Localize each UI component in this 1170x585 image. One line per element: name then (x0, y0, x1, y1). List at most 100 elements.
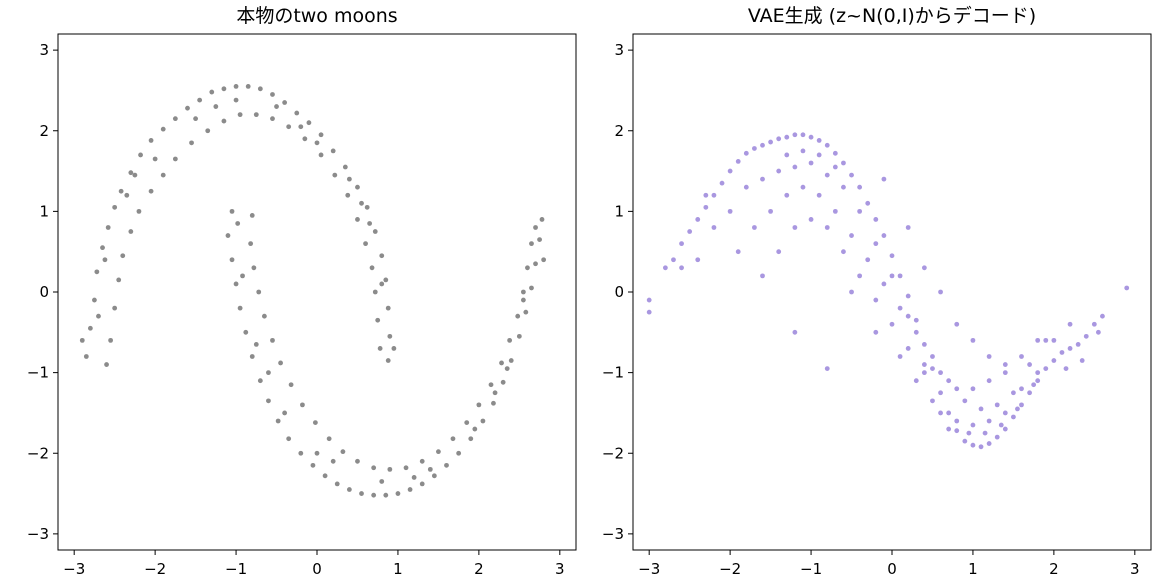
left-data-point (371, 465, 377, 471)
right-data-point (905, 346, 911, 351)
right-data-point (679, 241, 684, 247)
left-data-point (257, 86, 263, 92)
left-x-tick-label: −1 (225, 560, 247, 578)
left-data-point (355, 458, 360, 464)
right-x-tick-label: 1 (968, 560, 978, 578)
right-y-axis: −3 −2 −1 0 1 2 3 (602, 41, 633, 543)
left-data-point (233, 97, 239, 103)
right-data-point (849, 172, 854, 178)
right-data-point (873, 329, 879, 335)
left-data-point (221, 86, 227, 92)
right-data-point (954, 418, 960, 424)
left-data-point (359, 491, 364, 496)
left-data-point (270, 337, 275, 343)
left-data-point (253, 112, 259, 118)
right-data-point (905, 313, 911, 319)
right-data-point (816, 152, 822, 158)
left-data-point (193, 116, 198, 122)
right-data-point (776, 168, 782, 174)
left-data-point (411, 475, 417, 480)
left-y-tick-label: 0 (39, 283, 49, 301)
right-data-point (938, 410, 943, 416)
right-data-point (1075, 342, 1081, 347)
right-data-point (1011, 414, 1016, 420)
left-y-axis: −3 −2 −1 0 1 2 3 (27, 41, 58, 543)
right-data-point (921, 362, 927, 367)
right-y-tick-label: 1 (614, 202, 624, 220)
left-data-point (310, 462, 316, 468)
left-data-point (160, 172, 166, 178)
right-data-point (905, 225, 911, 230)
left-data-point (372, 289, 378, 295)
right-data-point (881, 233, 887, 238)
right-data-point (816, 138, 822, 143)
right-data-point (1067, 321, 1073, 327)
left-data-point (233, 281, 239, 287)
left-data-point (379, 253, 385, 259)
right-data-point (1019, 402, 1024, 408)
left-chart-title: 本物のtwo moons (236, 5, 397, 27)
left-data-point (136, 208, 142, 214)
right-data-point (1031, 382, 1037, 388)
left-x-tick-label: −2 (144, 560, 166, 578)
right-data-point (743, 184, 749, 190)
right-data-point (703, 192, 709, 198)
right-data-point (711, 192, 717, 198)
right-data-point (986, 441, 992, 446)
right-data-point (662, 265, 668, 271)
right-data-point (808, 217, 814, 222)
right-data-point (905, 293, 911, 299)
left-data-point (537, 237, 542, 242)
left-data-point (391, 346, 397, 351)
left-data-point (253, 342, 259, 347)
right-data-point (792, 329, 798, 335)
right-data-point (982, 430, 988, 436)
left-data-point (261, 313, 267, 319)
left-data-point (298, 124, 304, 130)
right-data-point (873, 241, 879, 247)
right-data-point (1002, 370, 1008, 376)
left-data-point (379, 281, 385, 287)
left-y-tick-label: 2 (39, 122, 49, 140)
left-data-point (491, 400, 496, 406)
right-data-point (962, 438, 968, 444)
right-y-tick-label: 0 (614, 283, 624, 301)
right-data-point (849, 233, 854, 238)
left-x-tick-label: 1 (393, 560, 403, 578)
right-data-point (1063, 366, 1069, 371)
left-data-point (300, 402, 305, 408)
left-data-point (306, 120, 312, 126)
left-data-point (172, 116, 178, 122)
right-data-point (849, 289, 854, 295)
left-data-point (379, 479, 385, 484)
right-data-point (727, 168, 733, 174)
right-data-point (946, 410, 952, 416)
left-data-point (364, 204, 370, 210)
left-data-point (541, 257, 547, 263)
right-data-point (930, 366, 935, 371)
left-data-point (288, 382, 294, 388)
left-data-point (197, 97, 203, 103)
left-data-point (278, 360, 283, 366)
right-data-point (889, 321, 895, 327)
left-data-point (515, 313, 521, 319)
left-data-point (359, 200, 364, 206)
right-data-point (921, 342, 927, 347)
right-data-point (832, 164, 838, 170)
right-data-point (986, 378, 992, 384)
right-data-point (938, 370, 943, 376)
right-data-point (1059, 350, 1065, 355)
right-data-point (1035, 370, 1041, 376)
left-data-point (355, 217, 360, 222)
left-data-point (342, 164, 348, 170)
right-data-point (1043, 337, 1049, 343)
left-data-point (225, 233, 231, 238)
left-data-point (298, 450, 304, 456)
left-data-point (87, 325, 93, 331)
left-data-point (257, 378, 263, 384)
right-data-point (735, 158, 741, 164)
left-data-point (504, 366, 510, 371)
right-data-point (970, 337, 976, 343)
right-data-point (800, 132, 806, 138)
left-data-point (266, 398, 271, 404)
